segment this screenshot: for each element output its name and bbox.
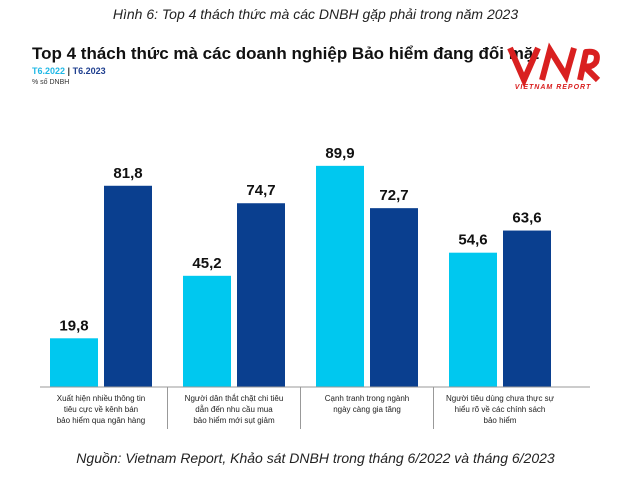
source-note: Nguồn: Vietnam Report, Khảo sát DNBH tro… — [76, 450, 555, 466]
legend-item-2022: T6.2022 — [32, 66, 66, 76]
bar-2022-2 — [183, 275, 231, 387]
data-label: 72,7 — [379, 187, 408, 204]
category-label: Xuất hiện nhiều thông tin — [57, 394, 146, 403]
logo-text: VIETNAM REPORT — [514, 84, 592, 91]
category-label: hiểu rõ về các chính sách — [455, 405, 546, 414]
legend-separator: | — [67, 66, 71, 76]
bar-2022-3 — [316, 165, 364, 387]
category-label: bảo hiểm — [484, 416, 517, 425]
bar-2022-1 — [50, 338, 98, 387]
data-label: 45,2 — [192, 255, 221, 272]
chart-title: Top 4 thách thức mà các doanh nghiệp Bảo… — [32, 44, 539, 63]
vnr-logo — [507, 42, 601, 88]
figure-caption: Hình 6: Top 4 thách thức mà các DNBH gặp… — [112, 6, 519, 22]
category-label: dẫn đến nhu cầu mua — [195, 405, 273, 414]
data-label: 63,6 — [512, 210, 541, 227]
category-label: tiêu cực về kênh bán — [64, 405, 138, 414]
unit-label: % số DNBH — [32, 79, 70, 86]
bar-2023-4 — [503, 230, 551, 387]
legend-item-2023: T6.2023 — [72, 66, 106, 76]
bar-2023-2 — [237, 203, 285, 387]
bar-chart: 19,8 81,8 Xuất hiện nhiều thông tin tiêu cự… — [40, 145, 590, 429]
category-label: bảo hiểm qua ngân hàng — [57, 416, 146, 425]
data-label: 81,8 — [113, 165, 142, 182]
data-label: 74,7 — [246, 182, 275, 199]
chart-panel: Top 4 thách thức mà các doanh nghiệp Bảo… — [20, 36, 610, 436]
category-label: ngày càng gia tăng — [333, 405, 401, 414]
category-label: bảo hiểm mới sụt giảm — [193, 416, 275, 425]
category-label: Người tiêu dùng chưa thực sự — [446, 394, 555, 403]
data-label: 54,6 — [458, 232, 487, 249]
bar-2022-4 — [449, 252, 497, 387]
data-label: 19,8 — [59, 317, 88, 334]
category-label: Người dân thắt chặt chi tiêu — [185, 394, 284, 403]
bar-2023-1 — [104, 185, 152, 387]
category-label: Cạnh tranh trong ngành — [325, 394, 410, 403]
legend: T6.2022 | T6.2023 — [32, 66, 106, 76]
bar-2023-3 — [370, 208, 418, 387]
data-label: 89,9 — [325, 145, 354, 162]
